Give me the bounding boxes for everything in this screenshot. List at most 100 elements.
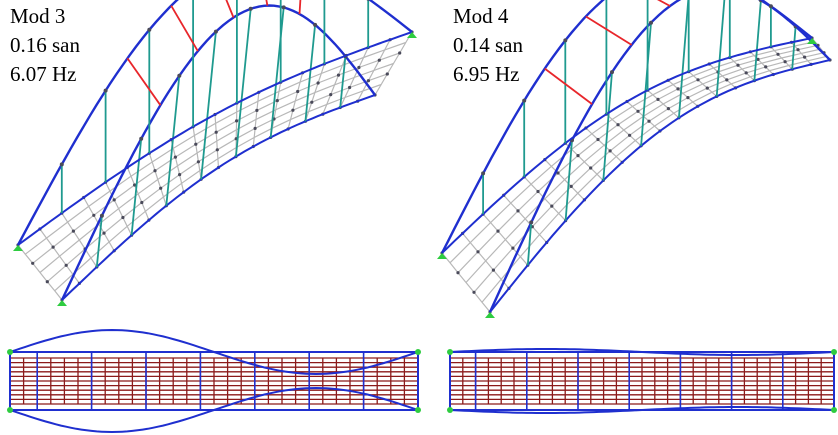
deck-transverse-line bbox=[482, 213, 529, 266]
deck-transverse-line bbox=[148, 153, 167, 206]
hanger bbox=[165, 75, 181, 206]
deck-node bbox=[133, 183, 137, 187]
deck-transverse-line bbox=[503, 194, 548, 243]
deck-transverse-line bbox=[17, 244, 63, 301]
deck-node bbox=[516, 209, 520, 213]
deck-node bbox=[536, 189, 540, 194]
hanger bbox=[200, 31, 217, 180]
deck-transverse-line bbox=[126, 167, 150, 221]
plan-tie-frame bbox=[449, 351, 835, 411]
deck-node bbox=[253, 126, 257, 130]
plan-support bbox=[447, 349, 453, 355]
support-symbol bbox=[407, 32, 417, 38]
near-tie-beam bbox=[489, 59, 831, 313]
deck-node bbox=[744, 71, 748, 75]
deck-transverse-line bbox=[729, 57, 755, 82]
hanger bbox=[678, 0, 690, 118]
deck-node bbox=[676, 87, 680, 91]
deck-node bbox=[194, 142, 198, 146]
deck-node bbox=[725, 78, 729, 82]
arch-node bbox=[103, 88, 108, 93]
deck-node bbox=[329, 93, 333, 97]
deck-node bbox=[316, 81, 320, 85]
deck-node bbox=[215, 148, 219, 152]
deck-node bbox=[357, 65, 361, 70]
far-tie-beam bbox=[17, 31, 413, 246]
deck-transverse-line bbox=[61, 212, 98, 268]
deck-node bbox=[348, 85, 352, 90]
mode3-frequency: 6.07 Hz bbox=[10, 62, 77, 86]
deck-transverse-line bbox=[441, 252, 491, 313]
deck-transverse-line bbox=[585, 127, 623, 163]
deck-node bbox=[121, 215, 125, 220]
arch-node bbox=[366, 0, 370, 1]
deck-transverse-line bbox=[214, 114, 220, 168]
deck-transverse-line bbox=[667, 79, 699, 107]
deck-transverse-line bbox=[322, 55, 347, 115]
deck-node bbox=[31, 261, 35, 265]
deck-node bbox=[102, 231, 106, 235]
deck-node bbox=[589, 166, 593, 170]
deck-node bbox=[385, 72, 389, 76]
deck-longitudinal-line bbox=[61, 94, 376, 301]
deck-node bbox=[783, 60, 787, 64]
far-arch-rib bbox=[16, 0, 413, 246]
arch-node bbox=[248, 6, 253, 11]
plan-support bbox=[447, 407, 453, 413]
wind-bracing bbox=[657, 0, 671, 7]
plan-support bbox=[831, 407, 837, 413]
plan-tie-frame bbox=[9, 351, 419, 411]
far-arch-rib bbox=[440, 0, 813, 254]
arch-node bbox=[213, 29, 218, 34]
deck-transverse-line bbox=[170, 139, 185, 193]
deck-node bbox=[255, 108, 259, 112]
plan-support bbox=[415, 349, 421, 355]
mode3-isometric-view bbox=[13, 0, 417, 306]
deck-node bbox=[159, 186, 163, 190]
plan-support bbox=[7, 407, 13, 413]
deck-transverse-line bbox=[647, 89, 680, 119]
deck-node bbox=[616, 123, 620, 127]
deck-transverse-line bbox=[605, 113, 642, 147]
deck-transverse-line bbox=[192, 126, 202, 180]
mode3-period: 0.16 san bbox=[10, 33, 80, 57]
deck-node bbox=[764, 65, 768, 69]
wind-bracing bbox=[544, 67, 593, 105]
wind-bracing bbox=[225, 0, 235, 18]
deck-transverse-line bbox=[749, 51, 774, 75]
deck-transverse-line bbox=[374, 31, 413, 96]
deck-longitudinal-line bbox=[457, 44, 819, 274]
deck-node bbox=[173, 155, 177, 159]
hanger bbox=[640, 22, 652, 146]
hanger bbox=[339, 56, 347, 108]
mode3-title: Mod 3 bbox=[10, 4, 66, 28]
deck-node bbox=[275, 99, 279, 103]
deck-node bbox=[511, 246, 515, 250]
deck-node bbox=[636, 109, 640, 113]
deck-node bbox=[291, 108, 295, 112]
deck-transverse-line bbox=[688, 71, 718, 97]
arch-node bbox=[313, 22, 318, 27]
deck-transverse-line bbox=[708, 63, 737, 89]
arch-node bbox=[139, 136, 144, 141]
support-symbol bbox=[807, 38, 817, 44]
mode3-label: Mod 3 0.16 san 6.07 Hz bbox=[10, 2, 80, 89]
deck-node bbox=[92, 213, 96, 217]
deck-node bbox=[214, 130, 218, 134]
deck-longitudinal-line bbox=[32, 52, 400, 264]
deck-node bbox=[776, 52, 780, 56]
arch-node bbox=[177, 73, 182, 78]
arch-node bbox=[610, 70, 614, 75]
deck-node bbox=[377, 58, 381, 62]
hanger bbox=[564, 140, 573, 221]
hanger bbox=[602, 72, 613, 181]
support-symbol bbox=[485, 312, 495, 318]
deck-node bbox=[51, 245, 55, 249]
deck-transverse-line bbox=[339, 47, 369, 108]
deck-longitudinal-line bbox=[481, 55, 828, 303]
arch-node bbox=[481, 171, 486, 176]
deck-node bbox=[628, 133, 632, 137]
arch-node bbox=[99, 213, 104, 218]
hanger bbox=[235, 8, 252, 157]
deck-node bbox=[112, 198, 116, 202]
